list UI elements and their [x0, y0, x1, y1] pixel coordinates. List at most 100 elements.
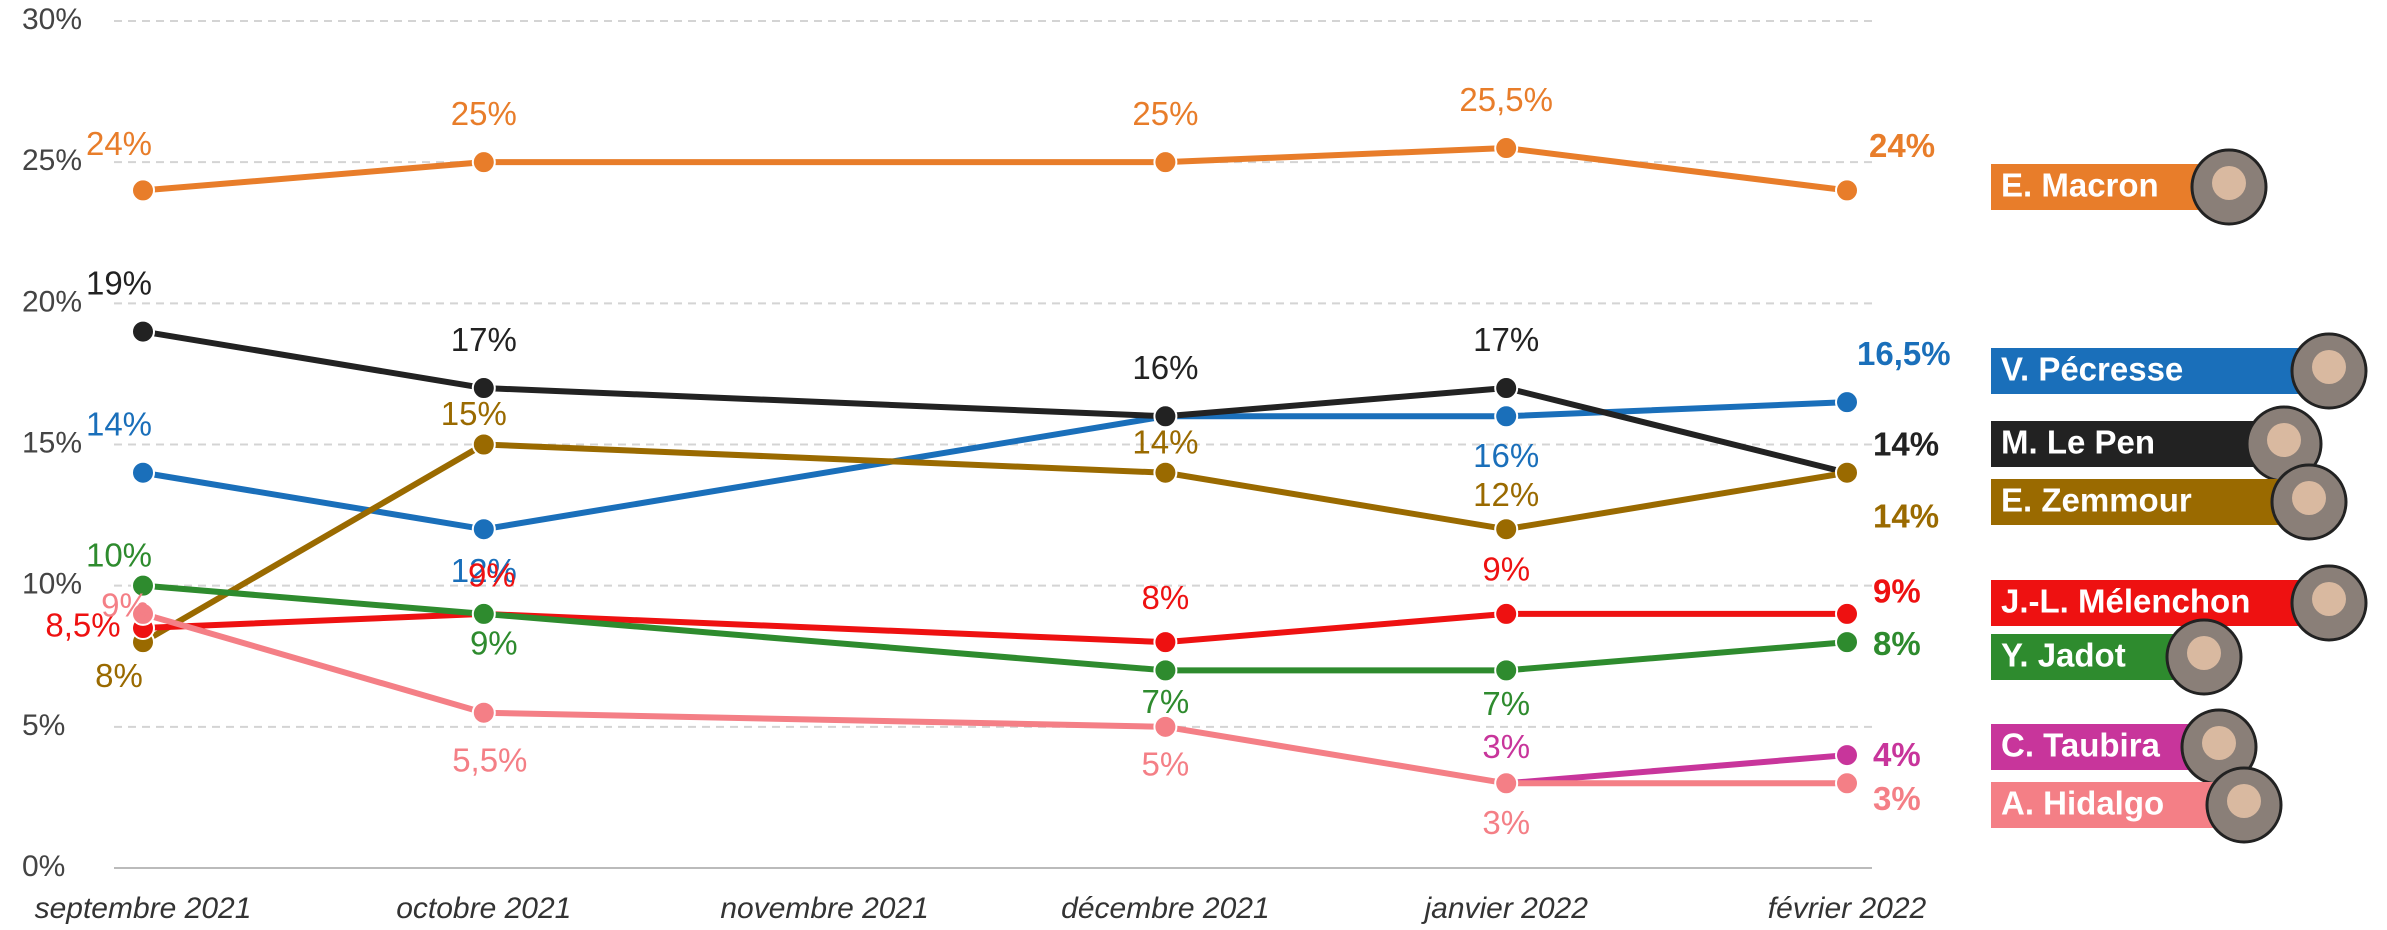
x-tick-label: janvier 2022 [1420, 892, 1588, 925]
data-point [1154, 151, 1176, 173]
data-point [1495, 603, 1517, 625]
value-label: 14% [1873, 497, 1939, 534]
series: 9% 5,5% 5% 3% 3% [101, 587, 1921, 841]
value-label: 9% [1482, 551, 1530, 588]
legend-photo-face [2267, 423, 2301, 457]
series-line [1506, 755, 1847, 783]
value-label: 3% [1873, 780, 1921, 817]
value-label: 25% [451, 95, 517, 132]
series: 24% 25% 25% 25,5% 24% [86, 81, 1935, 202]
value-label: 16% [1132, 349, 1198, 386]
y-tick-label: 5% [22, 709, 65, 742]
series: 19% 17% 16% 17% 14% [86, 264, 1939, 483]
legend-photo-face [2292, 481, 2326, 515]
legend-label: E. Zemmour [2001, 482, 2192, 519]
x-tick-label: novembre 2021 [720, 892, 928, 925]
value-label: 3% [1482, 804, 1530, 841]
value-label: 9% [468, 557, 516, 594]
series-line [143, 614, 1847, 642]
value-label: 17% [451, 321, 517, 358]
value-label: 14% [1132, 423, 1198, 460]
value-label: 15% [441, 395, 507, 432]
series-line [143, 586, 1847, 671]
value-label: 10% [86, 536, 152, 573]
value-label: 16,5% [1857, 335, 1951, 372]
chart: 0% 5% 10% 15% 20% 25% 30% septembre 2021 octobre… [0, 0, 2387, 930]
y-tick-label: 30% [22, 3, 82, 36]
value-label: 7% [1482, 685, 1530, 722]
data-point [1154, 659, 1176, 681]
value-label: 8% [1873, 625, 1921, 662]
data-point [473, 702, 495, 724]
series: 14%12%16%16,5% [86, 335, 1951, 589]
value-label: 14% [86, 405, 152, 442]
x-tick-label: février 2022 [1768, 892, 1927, 925]
data-point [132, 462, 154, 484]
data-point [132, 179, 154, 201]
legend-label: E. Macron [2001, 167, 2159, 204]
data-point [1495, 137, 1517, 159]
y-tick-label: 0% [22, 850, 65, 883]
legend-photo-face [2187, 636, 2221, 670]
data-point [1836, 772, 1858, 794]
y-tick-label: 20% [22, 285, 82, 318]
value-label: 16% [1473, 437, 1539, 474]
value-label: 12% [1473, 476, 1539, 513]
data-point [473, 151, 495, 173]
data-point [1836, 603, 1858, 625]
value-label: 8% [1142, 579, 1190, 616]
series-line [143, 332, 1847, 473]
value-label: 9% [470, 625, 518, 662]
legend-label: A. Hidalgo [2001, 785, 2164, 822]
y-tick-label: 25% [22, 144, 82, 177]
value-label: 3% [1482, 728, 1530, 765]
legend-label: C. Taubira [2001, 727, 2161, 764]
x-tick-label: décembre 2021 [1061, 892, 1269, 925]
y-tick-label: 10% [22, 568, 82, 601]
value-label: 25% [1132, 95, 1198, 132]
value-label: 9% [1873, 573, 1921, 610]
data-point [1154, 716, 1176, 738]
data-point [1495, 772, 1517, 794]
data-point [1495, 377, 1517, 399]
value-label: 19% [86, 264, 152, 301]
x-tick-label: octobre 2021 [396, 892, 571, 925]
data-point [473, 518, 495, 540]
legend-label: M. Le Pen [2001, 424, 2155, 461]
value-label: 9% [101, 587, 149, 624]
data-point [1154, 631, 1176, 653]
data-point [1836, 462, 1858, 484]
data-point [132, 321, 154, 343]
series: 10% 9% 7% 7% 8% [86, 536, 1921, 722]
value-label: 8% [95, 657, 143, 694]
legend-label: J.-L. Mélenchon [2001, 583, 2250, 620]
data-point [473, 603, 495, 625]
data-point [1836, 179, 1858, 201]
legend-photo-face [2202, 726, 2236, 760]
data-point [1495, 518, 1517, 540]
value-label: 4% [1873, 736, 1921, 773]
value-label: 24% [1869, 127, 1935, 164]
value-label: 24% [86, 125, 152, 162]
legend-label: V. Pécresse [2001, 351, 2183, 388]
series-line [143, 148, 1847, 190]
value-label: 14% [1873, 425, 1939, 462]
data-point [1154, 462, 1176, 484]
value-label: 5,5% [452, 741, 527, 778]
x-tick-label: septembre 2021 [35, 892, 252, 925]
value-label: 17% [1473, 321, 1539, 358]
data-point [1836, 631, 1858, 653]
data-point [1495, 405, 1517, 427]
y-tick-label: 15% [22, 426, 82, 459]
data-point [1836, 391, 1858, 413]
data-point [1495, 659, 1517, 681]
legend-photo-face [2227, 784, 2261, 818]
legend-photo-face [2312, 582, 2346, 616]
data-point [1836, 744, 1858, 766]
value-label: 7% [1142, 683, 1190, 720]
series-line [143, 614, 1847, 783]
legend-photo-face [2212, 166, 2246, 200]
value-label: 25,5% [1459, 81, 1553, 118]
value-label: 5% [1142, 746, 1190, 783]
legend-photo-face [2312, 350, 2346, 384]
